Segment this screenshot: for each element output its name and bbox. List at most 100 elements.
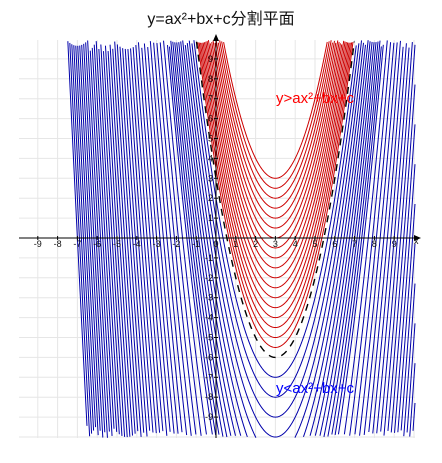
above-curve xyxy=(197,42,354,348)
below-curve xyxy=(156,42,395,435)
y-tick-label: 7 xyxy=(208,94,213,104)
below-curve xyxy=(116,44,416,433)
below-curve xyxy=(180,41,371,436)
tick-labels: -9 -8 -7 -6 -5 -4 -3 -2 -1 0 1 2 3 4 5 6 7 8 9987654321-1-… xyxy=(34,54,397,422)
x-tick-label: 0 xyxy=(213,239,218,249)
y-tick-label: -4 xyxy=(205,313,213,323)
below-curve xyxy=(191,43,360,398)
below-curve xyxy=(147,46,404,433)
above-curve xyxy=(207,40,343,269)
x-tick-label: -2 xyxy=(172,239,180,249)
below-curve xyxy=(137,42,413,432)
y-tick-label: -9 xyxy=(205,412,213,422)
x-tick-label: -6 xyxy=(93,239,101,249)
below-curve xyxy=(127,49,416,434)
below-curve xyxy=(168,46,382,436)
below-curve xyxy=(98,48,123,436)
below-curve xyxy=(104,45,131,437)
y-tick-label: 2 xyxy=(208,193,213,203)
y-axis-arrow xyxy=(213,34,219,41)
y-tick-label: 6 xyxy=(208,114,213,124)
x-tick-label: 7 xyxy=(352,239,357,249)
above-curve xyxy=(206,40,345,279)
y-tick-label: -5 xyxy=(205,333,213,343)
y-tick-label: 1 xyxy=(208,213,213,223)
below-curve xyxy=(188,40,363,418)
x-tick-label: -4 xyxy=(133,239,141,249)
below-curve xyxy=(83,43,106,433)
below-curve xyxy=(93,44,118,432)
below-curve xyxy=(114,41,416,437)
x-tick-label: 3 xyxy=(273,239,278,249)
below-curve xyxy=(107,51,134,436)
below-curve xyxy=(149,40,401,436)
below-curve xyxy=(141,47,410,434)
y-tick-label: -1 xyxy=(205,253,213,263)
above-curve xyxy=(219,40,332,199)
above-curve xyxy=(209,43,341,259)
y-tick-label: 4 xyxy=(208,153,213,163)
y-tick-label: 5 xyxy=(208,134,213,144)
below-curve xyxy=(172,41,379,437)
below-curve xyxy=(71,44,93,434)
below-curve xyxy=(182,40,369,438)
x-axis-label: x xyxy=(414,236,419,246)
y-tick-label: -8 xyxy=(205,392,213,402)
below-curve xyxy=(153,42,398,436)
x-tick-label: 1 xyxy=(233,239,238,249)
above-curve xyxy=(211,41,340,249)
above-curve xyxy=(221,41,330,189)
x-tick-label: -8 xyxy=(54,239,62,249)
below-curve xyxy=(159,42,392,436)
above-curve xyxy=(217,42,333,209)
below-curve xyxy=(112,48,416,432)
above-curve xyxy=(202,42,349,309)
x-axis-arrow xyxy=(414,235,421,241)
y-tick-label: -3 xyxy=(205,293,213,303)
below-curve xyxy=(193,40,357,378)
above-curve xyxy=(215,40,335,219)
below-curve xyxy=(77,45,99,436)
chart-title: y=ax²+bx+c分割平面 xyxy=(147,10,294,28)
below-curve xyxy=(163,40,388,435)
below-curve xyxy=(178,41,373,436)
below-curve xyxy=(91,47,115,429)
x-tick-label: -9 xyxy=(34,239,42,249)
annotation-above: y>ax²+bx+c xyxy=(276,90,354,107)
annotation-below: y<ax²+bx+c xyxy=(276,380,354,397)
below-curve xyxy=(124,48,416,433)
y-tick-label: -7 xyxy=(205,372,213,382)
x-tick-label: 4 xyxy=(293,239,298,249)
x-tick-label: 8 xyxy=(372,239,377,249)
below-curve xyxy=(167,44,384,435)
x-tick-label: 6 xyxy=(332,239,337,249)
below-family-curves xyxy=(67,40,416,438)
above-curve xyxy=(200,42,351,329)
above-curve xyxy=(205,41,346,289)
y-tick-label: -2 xyxy=(205,273,213,283)
y-tick-label: 3 xyxy=(208,173,213,183)
x-tick-label: -7 xyxy=(73,239,81,249)
below-curve xyxy=(69,42,91,437)
below-curve xyxy=(174,42,377,438)
below-curve xyxy=(170,40,381,435)
below-curve xyxy=(100,44,126,437)
below-curve xyxy=(75,45,97,428)
boundary-curve xyxy=(195,41,355,359)
below-curve xyxy=(87,40,110,432)
below-curve xyxy=(186,42,365,438)
y-tick-label: 8 xyxy=(208,74,213,84)
below-curve xyxy=(135,44,416,436)
below-curve xyxy=(79,45,101,431)
x-tick-label: 5 xyxy=(312,239,317,249)
above-curve xyxy=(223,41,328,179)
below-curve xyxy=(119,46,416,437)
below-curve xyxy=(122,48,416,431)
below-curve xyxy=(143,43,407,434)
above-curve xyxy=(203,42,347,299)
above-curve xyxy=(198,42,353,338)
x-tick-label: 2 xyxy=(253,239,258,249)
above-curve xyxy=(201,42,350,319)
y-tick-label: 9 xyxy=(208,54,213,64)
